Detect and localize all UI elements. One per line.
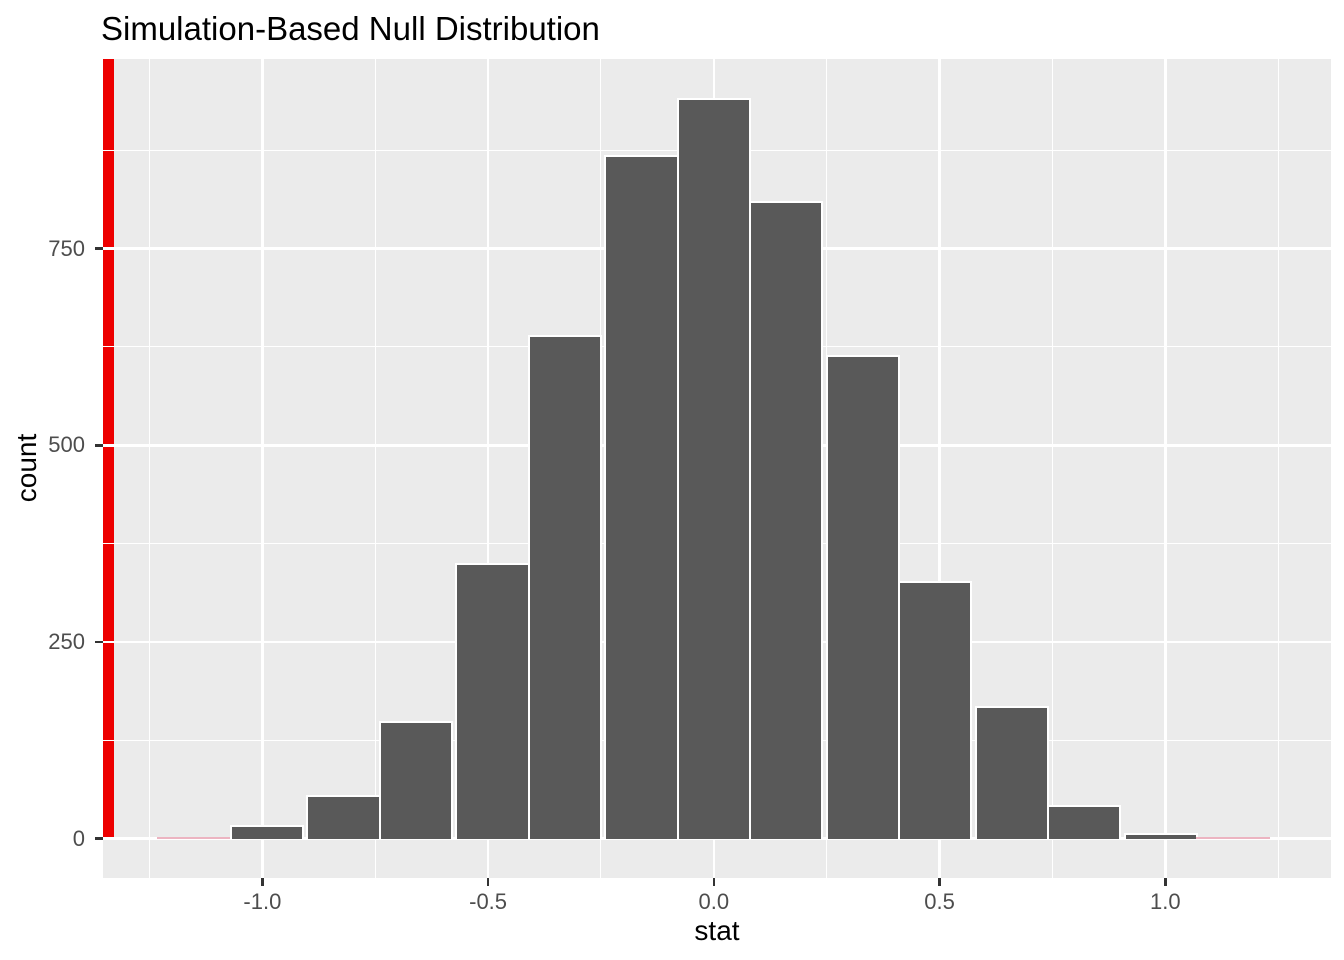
histogram-bar — [1046, 804, 1122, 839]
x-axis-tick-mark — [938, 878, 941, 886]
observed-stat-line — [103, 59, 114, 839]
x-axis-title: stat — [694, 915, 740, 946]
x-gridline-minor — [149, 59, 150, 878]
histogram-bar — [897, 581, 973, 839]
y-gridline-major — [103, 837, 1331, 840]
histogram-bar — [974, 706, 1050, 839]
histogram-bar — [455, 563, 530, 839]
histogram-bar — [676, 97, 752, 839]
x-gridline-major — [938, 59, 941, 878]
x-gridline-major — [1164, 59, 1167, 878]
y-axis-tick-mark — [95, 247, 103, 250]
x-axis-tick-mark — [261, 878, 264, 886]
x-axis-tick-mark — [486, 878, 490, 886]
y-axis-tick-label: 750 — [48, 235, 85, 261]
observed-stat-line-holder — [103, 59, 1331, 839]
histogram-bar-shaded — [1195, 837, 1271, 840]
y-axis-tick-mark — [95, 640, 103, 644]
y-axis-tick-mark — [95, 837, 103, 840]
x-gridline-major — [261, 59, 264, 878]
x-axis-tick-label: -1.0 — [243, 889, 282, 914]
histogram-bar-shaded — [157, 837, 232, 840]
histogram-bar — [748, 200, 824, 839]
x-gridline-major — [486, 59, 490, 878]
x-axis-tick-mark — [1164, 878, 1167, 886]
x-gridline-minor — [374, 59, 376, 878]
y-axis-title: count — [11, 433, 42, 503]
x-axis-tick-label: 0.0 — [698, 889, 730, 914]
x-axis-tick-mark — [712, 878, 716, 886]
histogram-bar — [378, 720, 454, 839]
histogram-bar — [306, 794, 381, 839]
y-axis-tick-mark — [95, 444, 103, 447]
histogram-bar — [604, 154, 679, 839]
histogram-bar — [825, 354, 901, 839]
histogram-bar — [1123, 833, 1199, 839]
y-axis-tick-label: 250 — [48, 628, 85, 654]
x-gridline-minor — [1277, 59, 1279, 878]
x-axis-tick-label: 1.0 — [1150, 889, 1181, 914]
x-axis-tick-label: 0.5 — [924, 889, 955, 914]
x-gridline-minor — [1051, 59, 1053, 878]
y-axis-tick-label: 0 — [72, 825, 85, 851]
histogram-bar — [527, 335, 603, 839]
x-axis-tick-label: -0.5 — [469, 889, 508, 914]
plot-panel — [103, 59, 1331, 878]
histogram-bar — [229, 824, 305, 839]
y-axis-tick-label: 500 — [48, 432, 85, 458]
plot-title: Simulation-Based Null Distribution — [101, 10, 600, 47]
